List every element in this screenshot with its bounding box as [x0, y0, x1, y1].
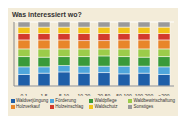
svg-text:1-5: 1-5 — [40, 93, 47, 96]
html-text:Holzverkauf: Holzverkauf — [16, 104, 40, 109]
html-text:Holzeinschlag: Holzeinschlag — [55, 104, 84, 109]
svg-text:>200: >200 — [158, 93, 169, 96]
html-text:Waldschutz: Waldschutz — [94, 104, 118, 109]
html-text:Was interessiert wo?: Was interessiert wo? — [12, 11, 82, 18]
html-text:Förderung: Förderung — [55, 98, 77, 103]
svg-text:100-200: 100-200 — [135, 93, 154, 96]
html-text:Waldverjüngung: Waldverjüngung — [16, 98, 49, 103]
html-text:Sonstiges: Sonstiges — [133, 104, 154, 109]
html-text:Waldpflege: Waldpflege — [94, 98, 117, 103]
html-text:Waldbewirtschaftung: Waldbewirtschaftung — [133, 98, 175, 103]
svg-text:20-50: 20-50 — [98, 93, 111, 96]
svg-text:10-20: 10-20 — [78, 93, 91, 96]
svg-text:50-100: 50-100 — [116, 93, 132, 96]
svg-text:0-1: 0-1 — [20, 93, 27, 96]
svg-text:5-10: 5-10 — [59, 93, 69, 96]
